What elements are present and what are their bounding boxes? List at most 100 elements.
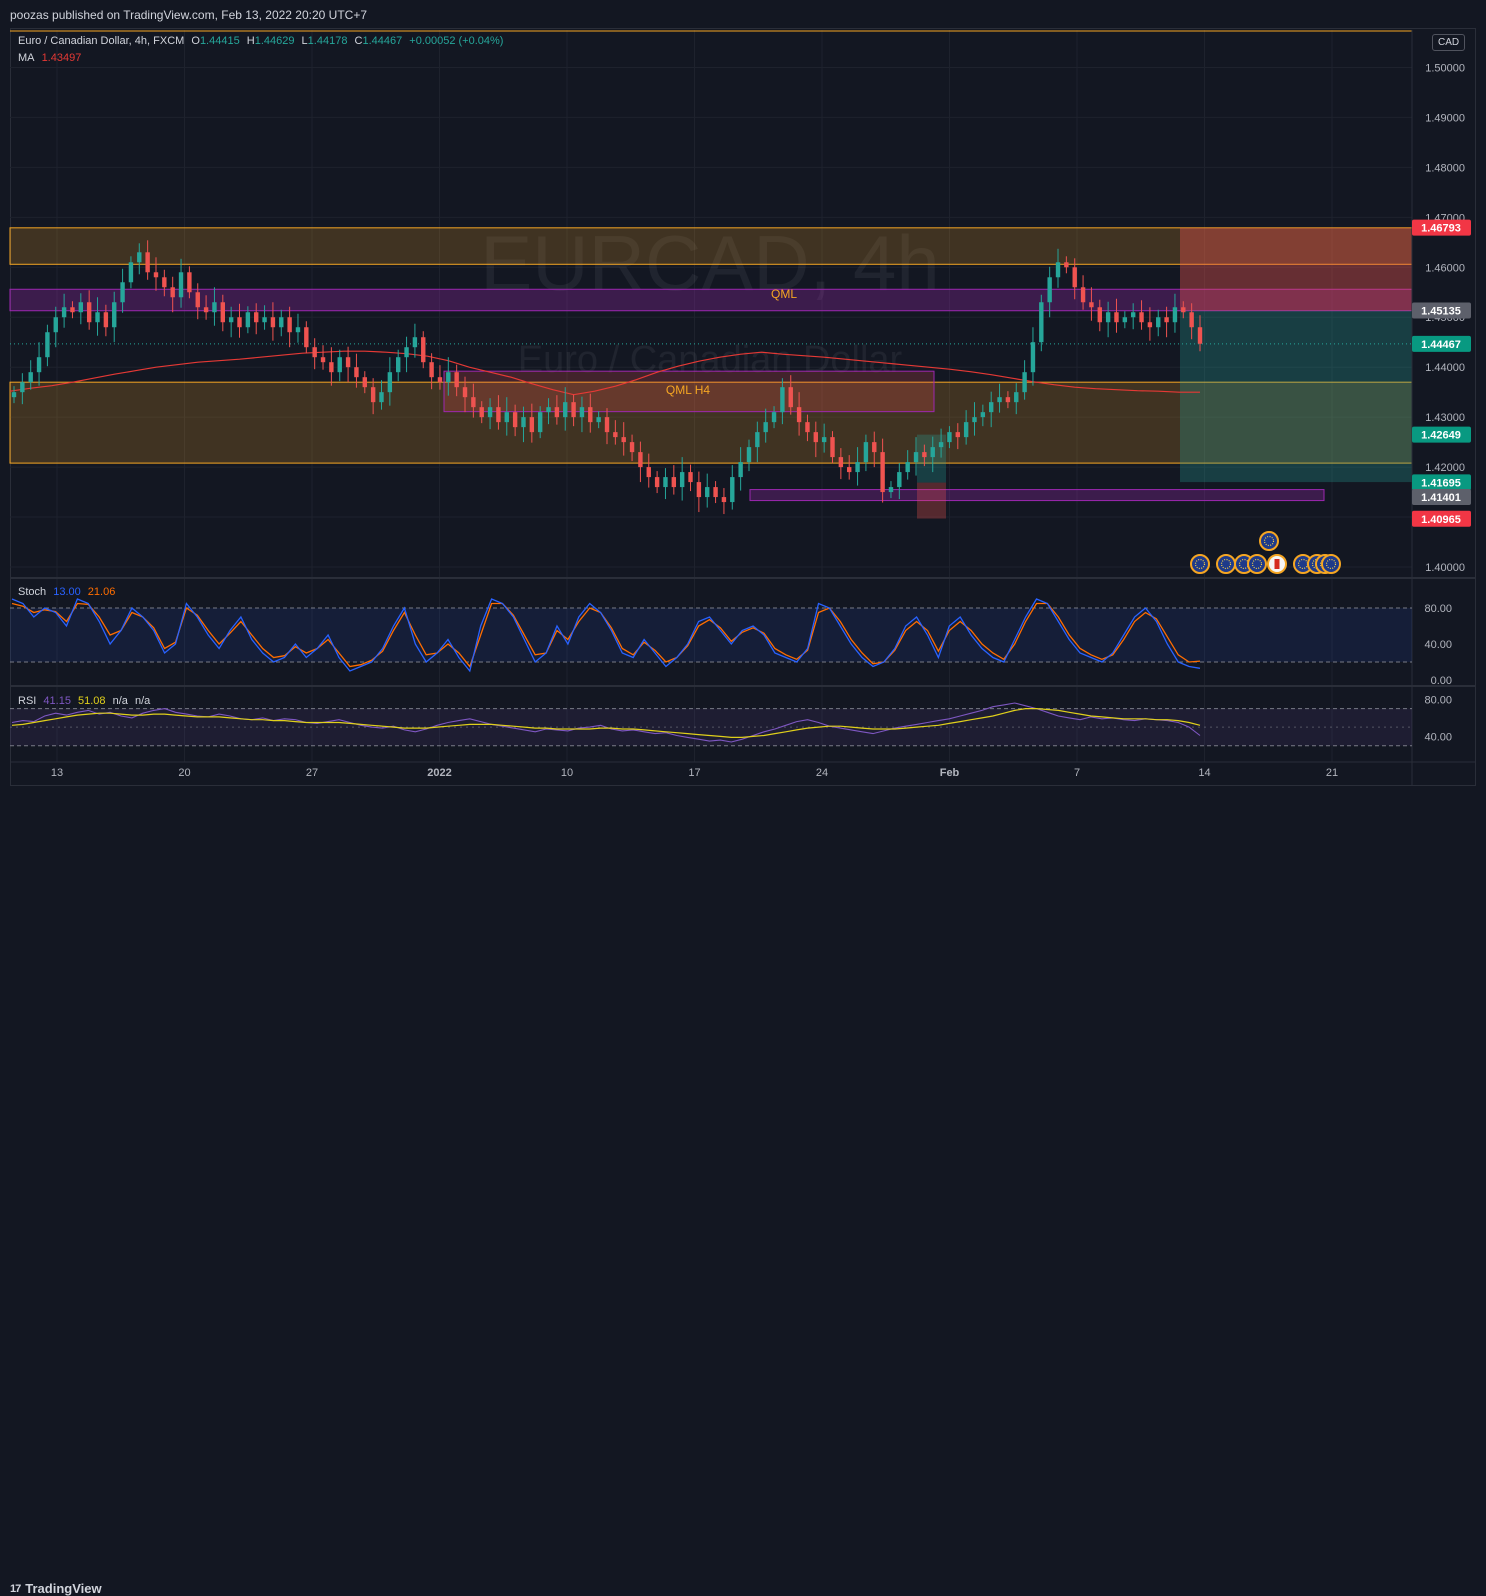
zones-layer: QML QML H4	[9, 30, 1413, 519]
candle-body	[604, 417, 610, 433]
symbol-legend[interactable]: Euro / Canadian Dollar, 4h, FXCM O1.4441…	[18, 35, 507, 47]
price-axis: 1.500001.490001.480001.470001.460001.450…	[1412, 62, 1471, 574]
candle-body	[145, 252, 150, 273]
small-long-target	[917, 434, 946, 483]
candle-body	[421, 337, 426, 363]
high-label: H	[246, 35, 255, 47]
candle-body	[245, 312, 251, 328]
candle-body	[796, 407, 802, 423]
stoch-k-line	[11, 598, 1201, 673]
time-axis: 13 20 27 2022 10 17 24 Feb 7 14 21	[51, 767, 1338, 779]
demand-zone	[749, 489, 1325, 502]
moving-average-layer	[9, 350, 1200, 396]
open-label: O	[191, 35, 200, 47]
eu-event-icon	[1321, 554, 1341, 574]
candle-body	[679, 472, 685, 488]
candle-body	[537, 412, 543, 433]
candle-body	[471, 397, 476, 408]
publish-header: poozas published on TradingView.com, Feb…	[0, 0, 1486, 28]
rsi-tick: 80.00	[1424, 694, 1452, 706]
candle-body	[913, 452, 919, 463]
ma-line	[9, 350, 1200, 396]
candle-body	[905, 462, 910, 473]
candle-body	[529, 417, 535, 433]
price-tick: 1.48000	[1425, 162, 1465, 174]
candle-body	[187, 272, 192, 293]
candle-body	[1080, 287, 1086, 303]
candle-body	[1064, 262, 1069, 268]
qml-h4-label: QML H4	[666, 383, 711, 397]
candle-body	[579, 407, 585, 418]
rsi-layer: 80.00 40.00	[10, 694, 1452, 747]
candle-body	[855, 462, 860, 473]
candle-body	[287, 317, 292, 333]
watermark-name: Euro / Canadian Dollar	[518, 339, 903, 381]
candle-body	[504, 412, 509, 423]
candle-body	[713, 487, 718, 498]
candle-body	[1039, 302, 1044, 343]
stoch-tick: 40.00	[1424, 639, 1452, 651]
candle-body	[78, 302, 84, 313]
candle-body	[963, 422, 969, 438]
stoch-tick: 80.00	[1424, 603, 1452, 615]
candle-body	[137, 252, 142, 263]
candle-body	[947, 432, 952, 443]
time-tick: 2022	[427, 767, 451, 779]
rsi-ma-value: 51.08	[78, 695, 106, 707]
candle-body	[512, 412, 518, 428]
stoch-k-value: 13.00	[53, 586, 81, 598]
candle-body	[821, 437, 827, 443]
candle-body	[1047, 277, 1052, 303]
stoch-legend[interactable]: Stoch 13.00 21.06	[18, 586, 119, 598]
candle-body	[429, 362, 434, 378]
price-label: 1.45135	[1421, 305, 1461, 317]
candle-body	[70, 307, 75, 313]
candle-body	[479, 407, 484, 418]
brand[interactable]: 17 TradingView	[10, 1581, 102, 1596]
candle-body	[997, 397, 1002, 403]
candle-body	[103, 312, 109, 328]
candle-body	[446, 372, 451, 383]
stoch-d-value: 21.06	[87, 586, 116, 598]
chart-canvas[interactable]: EURCAD, 4h Euro / Canadian Dollar QML QML …	[0, 0, 1486, 821]
ma-legend[interactable]: MA 1.43497	[18, 52, 85, 64]
price-label: 1.44467	[1421, 339, 1461, 351]
rsi-legend[interactable]: RSI 41.15 51.08 n/a n/a	[18, 695, 154, 707]
candle-body	[1030, 342, 1036, 373]
qml-label: QML	[771, 287, 797, 301]
time-tick: 10	[561, 767, 573, 779]
candle-body	[304, 327, 309, 348]
candle-body	[1005, 397, 1011, 403]
candle-body	[738, 462, 743, 478]
candle-body	[671, 477, 677, 488]
price-label-box	[1412, 510, 1471, 527]
eu-event-icon	[1259, 531, 1279, 551]
candle-body	[220, 302, 226, 323]
candle-body	[170, 287, 175, 298]
candle-body	[763, 422, 768, 433]
eu-stars-icon	[1325, 558, 1337, 570]
candle-body	[872, 442, 877, 453]
resistance-zone	[9, 227, 1413, 265]
open-value: 1.44415	[199, 35, 240, 47]
watermark-ticker: EURCAD, 4h	[480, 219, 939, 307]
pane-separators	[10, 30, 1476, 786]
candle-body	[370, 387, 376, 403]
price-label: 1.46793	[1421, 223, 1461, 235]
price-tick: 1.43000	[1425, 412, 1465, 424]
candle-body	[696, 482, 702, 498]
candle-body	[988, 402, 994, 413]
stoch-d-line	[11, 602, 1201, 668]
price-label-box	[1412, 489, 1471, 506]
candle-body	[354, 367, 359, 378]
candle-body	[897, 472, 902, 488]
short-target-zone	[1180, 310, 1412, 483]
candle-body	[312, 347, 317, 358]
candle-body	[128, 262, 134, 283]
symbol-name: Euro / Canadian Dollar, 4h, FXCM	[18, 35, 185, 47]
candle-body	[1122, 317, 1128, 323]
currency-badge[interactable]: CAD	[1432, 34, 1466, 51]
price-tick: 1.42000	[1425, 462, 1465, 474]
candle-body	[654, 477, 660, 488]
candle-body	[771, 412, 777, 423]
